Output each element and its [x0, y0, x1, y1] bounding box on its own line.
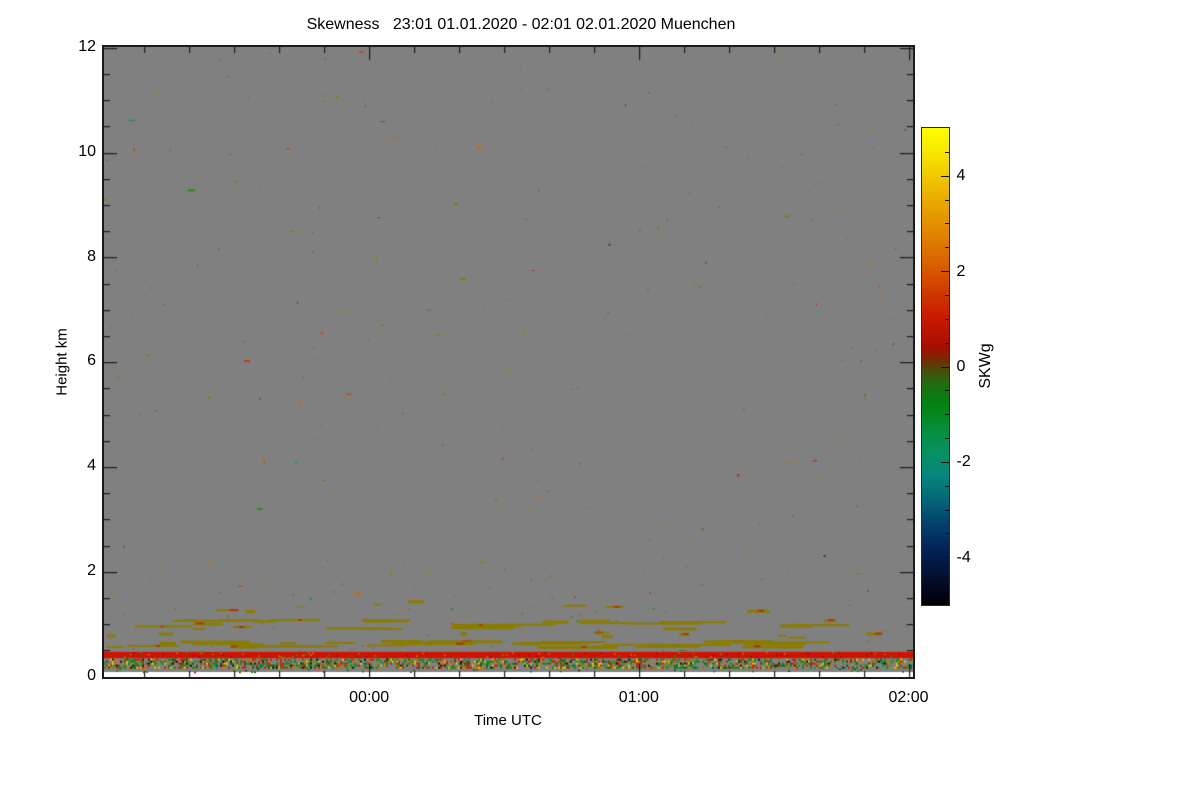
colorbar-tick — [945, 390, 949, 392]
x-tick-label: 02:00 — [888, 689, 929, 706]
colorbar-tick — [945, 151, 949, 153]
plot-area — [102, 45, 915, 679]
chart-title: Skewness 23:01 01.01.2020 - 02:01 02.01.… — [306, 16, 736, 33]
colorbar-tick-label: 2 — [956, 262, 966, 280]
heatmap-canvas — [104, 47, 913, 677]
colorbar-tick — [945, 438, 949, 440]
y-tick-label: 10 — [78, 142, 96, 160]
x-tick-label: 01:00 — [618, 689, 659, 706]
colorbar-tick — [945, 199, 949, 201]
colorbar-tick — [945, 581, 949, 583]
y-tick-label: 0 — [87, 666, 96, 684]
colorbar-tick-label: 0 — [956, 358, 966, 375]
colorbar-tick-label: -2 — [956, 453, 971, 471]
colorbar-tick-label: -4 — [956, 548, 971, 566]
y-tick-label: 2 — [87, 562, 96, 579]
colorbar-tick — [941, 366, 949, 368]
y-tick-label: 8 — [87, 247, 96, 265]
colorbar-tick — [945, 223, 949, 225]
colorbar-tick — [945, 533, 949, 535]
y-tick-label: 4 — [87, 457, 96, 475]
colorbar-tick — [945, 414, 949, 416]
colorbar-tick — [941, 557, 949, 559]
colorbar-tick — [945, 318, 949, 320]
colorbar-tick — [941, 271, 949, 273]
x-tick-label: 00:00 — [349, 689, 390, 706]
y-tick-label: 6 — [87, 352, 96, 370]
colorbar — [921, 127, 950, 606]
colorbar-tick — [941, 461, 949, 463]
x-axis-label: Time UTC — [474, 712, 542, 729]
colorbar-tick-label: 4 — [956, 167, 966, 185]
colorbar-label: SKWg — [977, 343, 994, 389]
colorbar-tick — [945, 247, 949, 249]
colorbar-tick — [941, 175, 949, 177]
colorbar-tick — [945, 342, 949, 344]
colorbar-tick — [945, 485, 949, 487]
colorbar-tick — [945, 294, 949, 296]
y-tick-label: 12 — [78, 38, 96, 55]
colorbar-tick — [945, 509, 949, 511]
